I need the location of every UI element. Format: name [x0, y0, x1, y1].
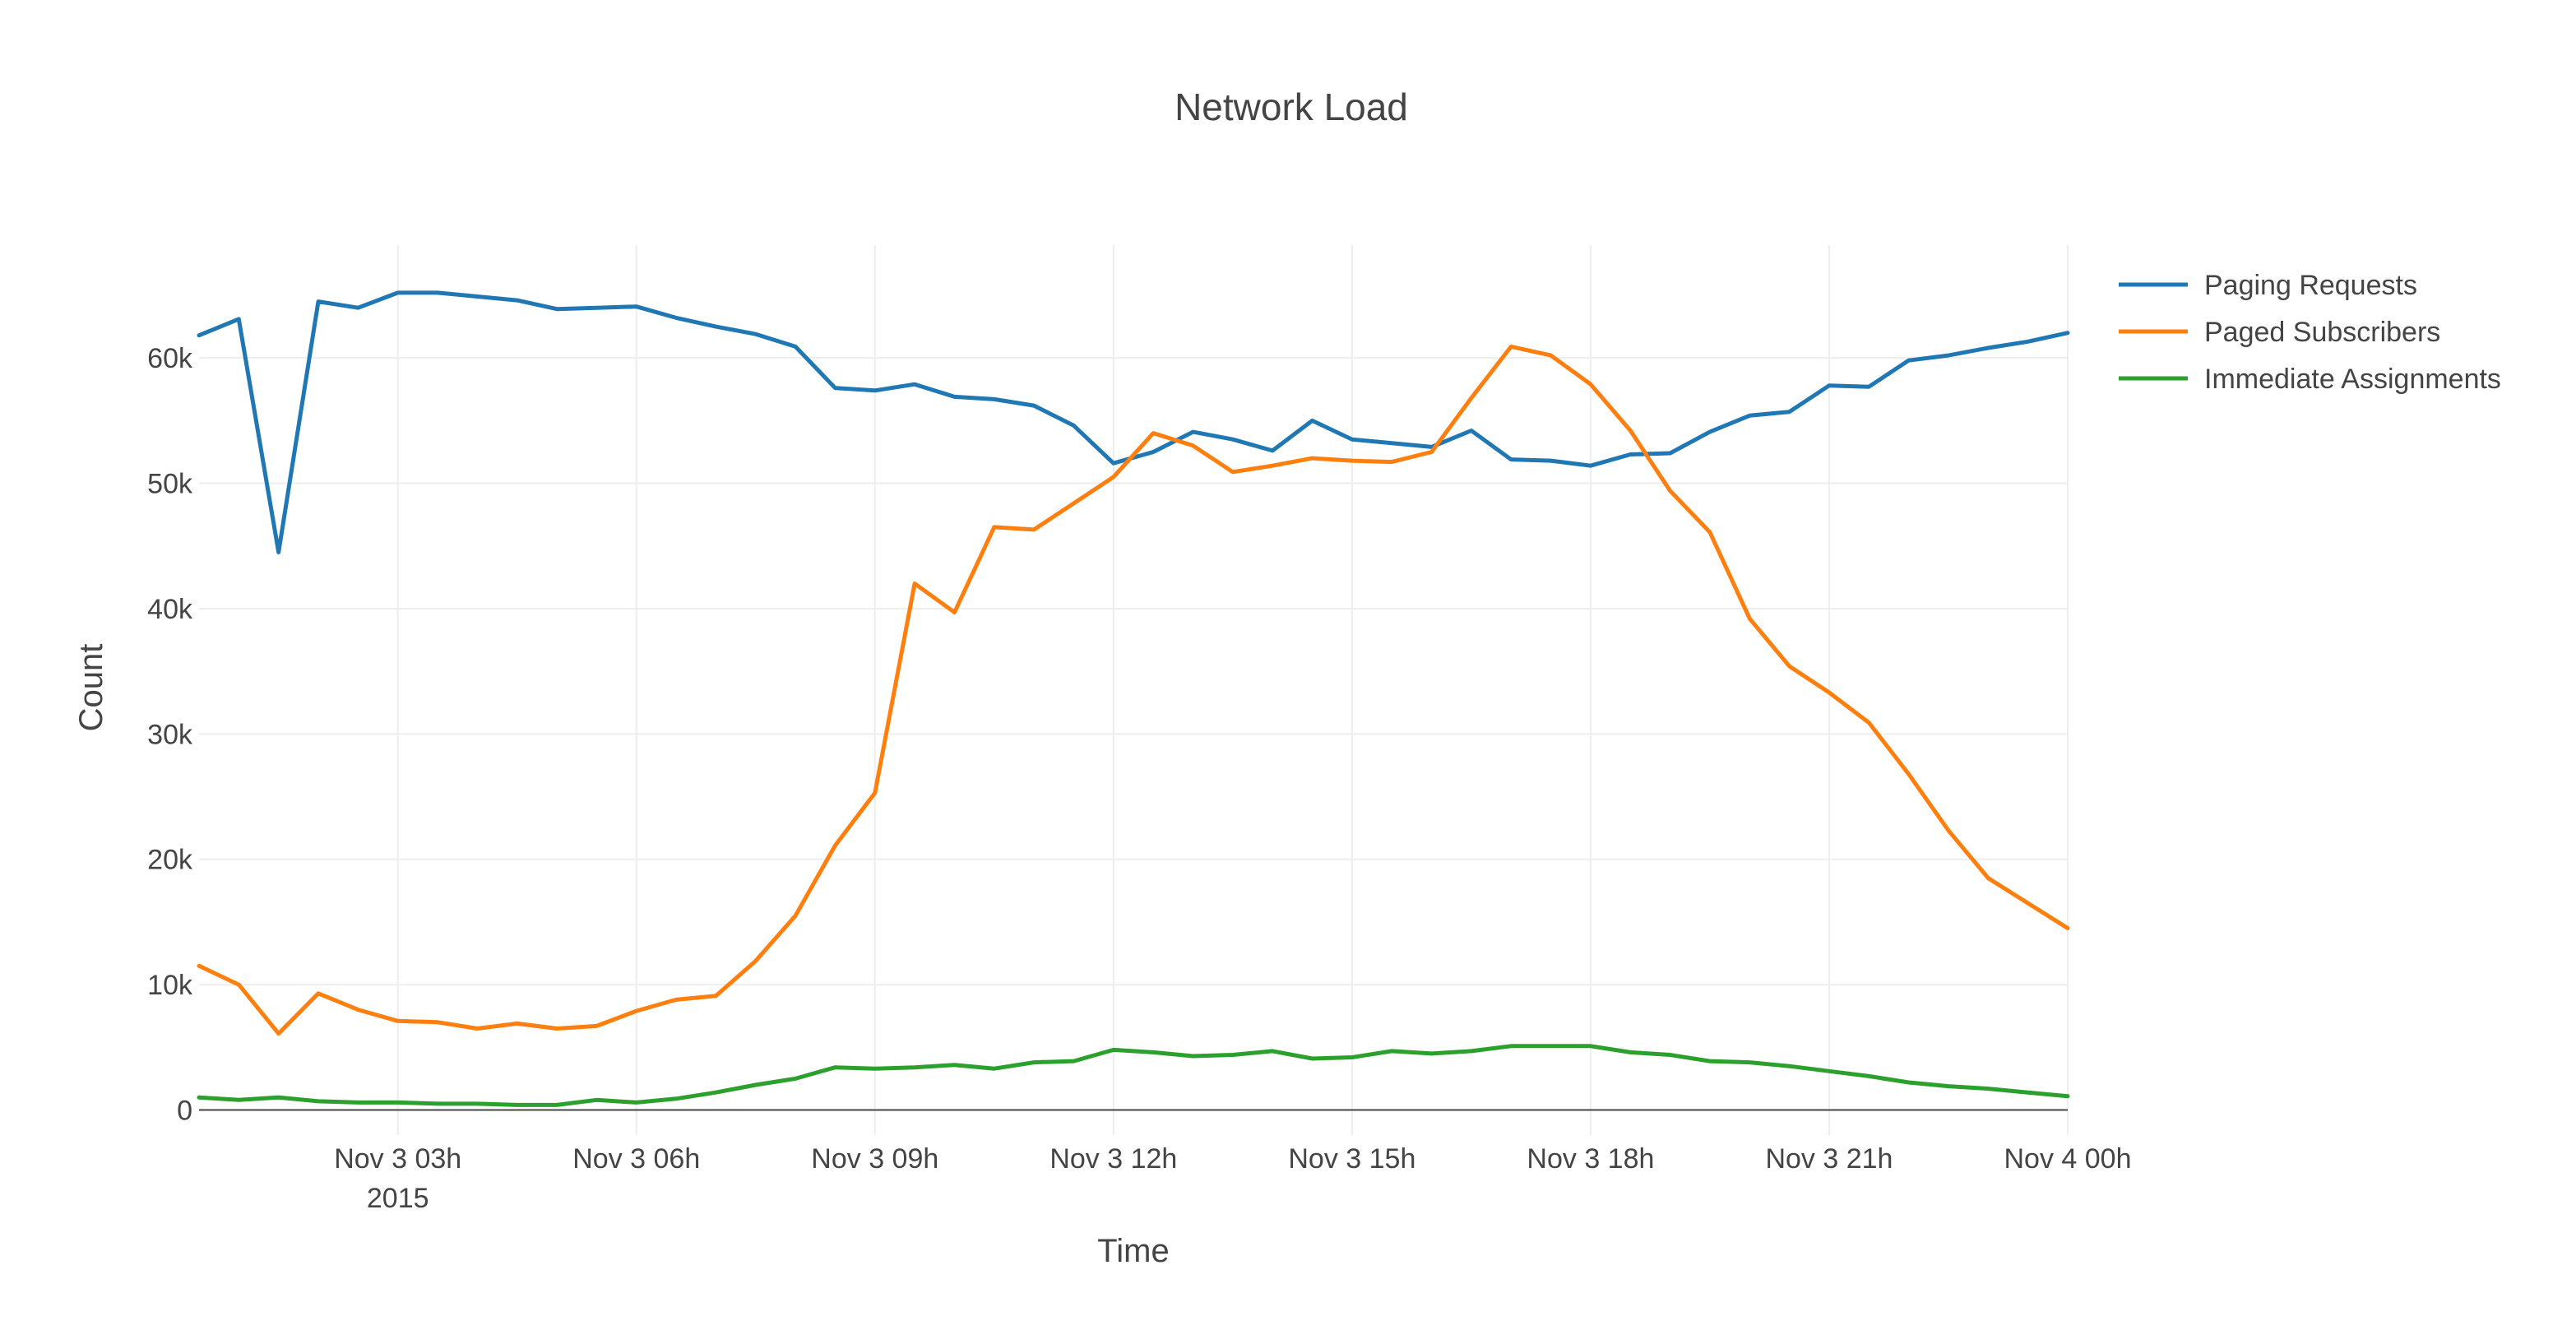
legend-label: Paged Subscribers [2204, 317, 2440, 348]
x-tick-year-label: 2015 [367, 1183, 429, 1214]
chart-title: Network Load [1174, 86, 1408, 128]
legend-item[interactable]: Paged Subscribers [2119, 317, 2440, 348]
legend-label: Immediate Assignments [2204, 364, 2501, 395]
y-axis-title: Count [73, 644, 109, 732]
grid [199, 245, 2069, 1135]
legend-item[interactable]: Paging Requests [2119, 270, 2417, 301]
y-tick-label: 30k [147, 719, 193, 750]
series-line-paged-subscribers [197, 344, 2070, 1036]
x-tick-label: Nov 3 03h [334, 1143, 461, 1175]
series-line-immediate-assignments [197, 1044, 2070, 1107]
x-tick-label: Nov 3 21h [1765, 1143, 1893, 1175]
y-tick-label: 10k [147, 970, 193, 1001]
y-tick-label: 40k [147, 594, 193, 625]
x-tick-label: Nov 3 06h [572, 1143, 700, 1175]
x-tick-label: Nov 4 00h [2004, 1143, 2132, 1175]
plot-area [197, 290, 2070, 1107]
y-tick-label: 0 [177, 1096, 192, 1127]
legend-label: Paging Requests [2204, 270, 2417, 301]
x-axis: Nov 3 03h 2015 Nov 3 06h Nov 3 09h Nov 3 12h… [334, 1143, 2131, 1214]
x-axis-title: Time [1097, 1233, 1169, 1269]
x-tick-label: Nov 3 09h [811, 1143, 938, 1175]
x-tick-label: Nov 3 12h [1049, 1143, 1177, 1175]
y-tick-label: 20k [147, 845, 193, 876]
legend-item[interactable]: Immediate Assignments [2119, 364, 2501, 395]
y-tick-label: 60k [147, 343, 193, 374]
x-tick-label: Nov 3 18h [1527, 1143, 1654, 1175]
x-tick-label: Nov 3 15h [1288, 1143, 1415, 1175]
legend: Paging Requests Paged Subscribers Immediat… [2119, 270, 2501, 395]
y-tick-label: 50k [147, 469, 193, 500]
series-line-paging-requests [197, 290, 2070, 554]
y-axis: 0 10k 20k 30k 40k 50k 60k [147, 343, 193, 1126]
